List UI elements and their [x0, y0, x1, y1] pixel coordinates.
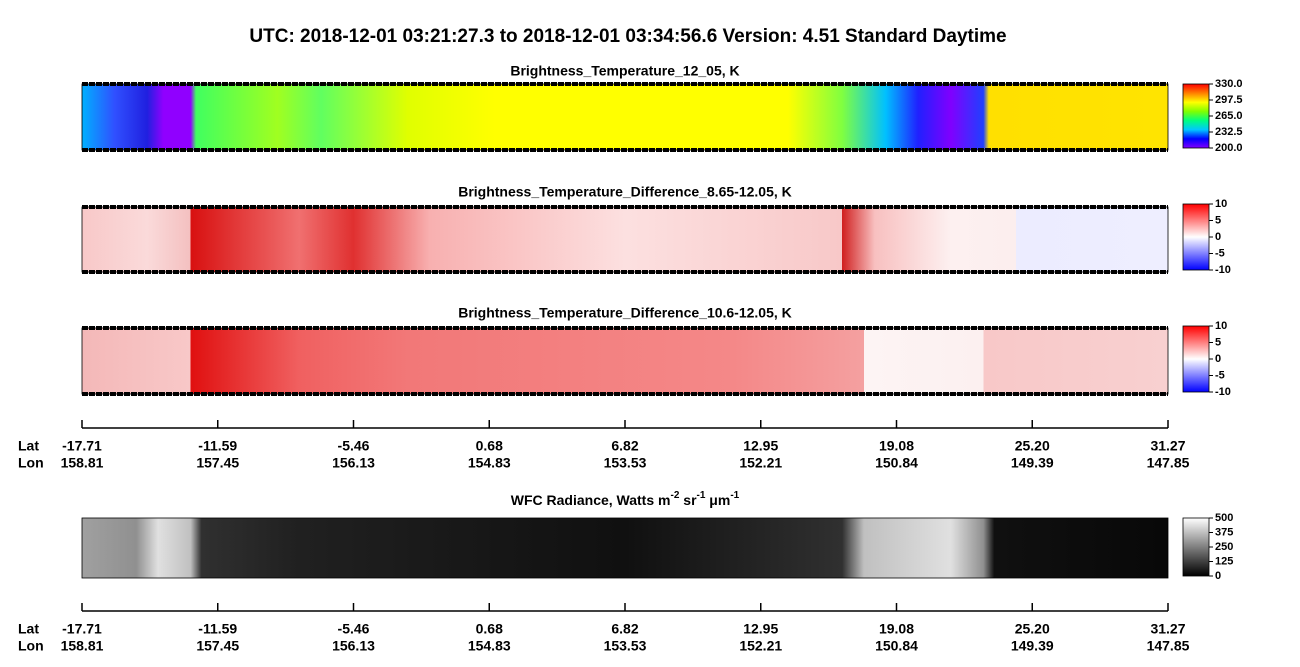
- lon-label: 149.39: [1011, 455, 1054, 471]
- lon-title: Lon: [18, 455, 44, 471]
- lon-label: 152.21: [739, 638, 782, 654]
- swath-image: [81, 517, 1169, 579]
- lon-label: 154.83: [468, 638, 511, 654]
- lat-label: 12.95: [743, 621, 778, 637]
- colorbar-tick-label: 330.0: [1215, 78, 1243, 90]
- lat-label: 0.68: [476, 438, 503, 454]
- lon-label: 153.53: [604, 638, 647, 654]
- title-part: -1: [697, 490, 706, 501]
- lat-label: 25.20: [1015, 438, 1050, 454]
- panel-title: Brightness_Temperature_12_05, K: [510, 63, 739, 79]
- lon-label: 157.45: [196, 638, 239, 654]
- colorbar-tick-label: 375: [1215, 526, 1233, 538]
- title-part: sr: [679, 492, 697, 508]
- lon-label: 149.39: [1011, 638, 1054, 654]
- colorbar-tick-label: 232.5: [1215, 126, 1243, 138]
- lat-label: 25.20: [1015, 621, 1050, 637]
- colorbar-tick-label: 0: [1215, 353, 1221, 365]
- lat-label: -17.71: [62, 438, 102, 454]
- panel-title: Brightness_Temperature_Difference_10.6-1…: [458, 305, 792, 321]
- colorbar-tick-label: 5: [1215, 214, 1221, 226]
- lat-label: 6.82: [611, 621, 638, 637]
- title-part: WFC Radiance, Watts m: [511, 492, 671, 508]
- colorbar: [1182, 325, 1210, 393]
- colorbar: [1182, 83, 1210, 149]
- lat-label: 19.08: [879, 438, 914, 454]
- lat-label: 6.82: [611, 438, 638, 454]
- panel-title: Brightness_Temperature_Difference_8.65-1…: [458, 184, 792, 200]
- lon-label: 152.21: [739, 455, 782, 471]
- colorbar-tick-label: 10: [1215, 320, 1227, 332]
- swath-image: [81, 206, 1169, 273]
- colorbar-tick-label: 0: [1215, 570, 1221, 582]
- colorbar-tick-label: 265.0: [1215, 110, 1243, 122]
- lat-label: -5.46: [338, 438, 370, 454]
- colorbar-tick-label: 0: [1215, 231, 1221, 243]
- lon-label: 153.53: [604, 455, 647, 471]
- page-title: UTC: 2018-12-01 03:21:27.3 to 2018-12-01…: [249, 26, 1006, 47]
- lat-label: -17.71: [62, 621, 102, 637]
- colorbar-tick-label: 125: [1215, 555, 1233, 567]
- lat-title: Lat: [18, 621, 39, 637]
- lon-label: 150.84: [875, 638, 918, 654]
- lat-label: -5.46: [338, 621, 370, 637]
- lon-title: Lon: [18, 638, 44, 654]
- colorbar: [1182, 517, 1210, 577]
- lon-label: 158.81: [61, 638, 104, 654]
- swath-image: [81, 327, 1169, 395]
- lon-label: 147.85: [1147, 455, 1190, 471]
- swath-image: [81, 83, 1169, 151]
- colorbar-tick-label: -10: [1215, 386, 1231, 398]
- colorbar-tick-label: -5: [1215, 247, 1225, 259]
- lon-label: 157.45: [196, 455, 239, 471]
- lat-label: 0.68: [476, 621, 503, 637]
- lat-label: 12.95: [743, 438, 778, 454]
- colorbar-tick-label: 297.5: [1215, 94, 1243, 106]
- lat-title: Lat: [18, 438, 39, 454]
- lat-label: -11.59: [198, 438, 237, 454]
- lat-label: 31.27: [1150, 438, 1185, 454]
- colorbar: [1182, 203, 1210, 271]
- lon-label: 156.13: [332, 638, 375, 654]
- lon-label: 150.84: [875, 455, 918, 471]
- lon-label: 158.81: [61, 455, 104, 471]
- colorbar-tick-label: 200.0: [1215, 142, 1243, 154]
- lon-label: 154.83: [468, 455, 511, 471]
- colorbar-tick-label: 5: [1215, 336, 1221, 348]
- lon-label: 156.13: [332, 455, 375, 471]
- lat-label: 31.27: [1150, 621, 1185, 637]
- colorbar-tick-label: 10: [1215, 198, 1227, 210]
- colorbar-tick-label: -10: [1215, 264, 1231, 276]
- title-part: μm: [705, 492, 730, 508]
- lat-label: 19.08: [879, 621, 914, 637]
- title-part: -2: [670, 490, 679, 501]
- panel-title: WFC Radiance, Watts m-2 sr-1 μm-1: [511, 490, 740, 508]
- lat-label: -11.59: [198, 621, 237, 637]
- colorbar-tick-label: -5: [1215, 369, 1225, 381]
- lon-label: 147.85: [1147, 638, 1190, 654]
- colorbar-tick-label: 500: [1215, 512, 1233, 524]
- colorbar-tick-label: 250: [1215, 541, 1233, 553]
- title-part: -1: [730, 490, 739, 501]
